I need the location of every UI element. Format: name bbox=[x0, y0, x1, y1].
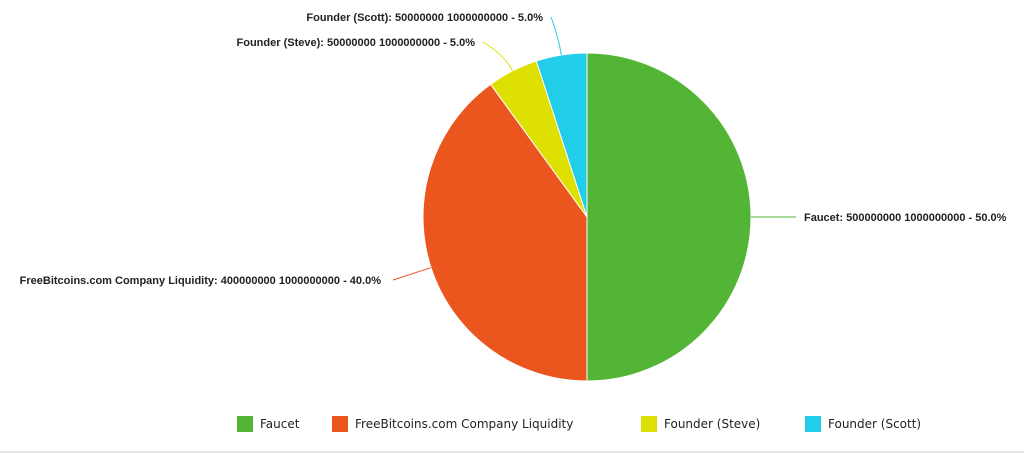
pie-slice-freebitcoins-com-company-liquidity[interactable] bbox=[422, 83, 588, 382]
legend-label-founder-steve: Founder (Steve) bbox=[664, 417, 760, 431]
pie-slice-founder-scott[interactable] bbox=[535, 52, 588, 218]
legend-label-faucet: Faucet bbox=[260, 417, 300, 431]
legend-swatch-freebitcoins-com-company-liquidity bbox=[332, 416, 348, 432]
legend-item-founder-steve[interactable]: Founder (Steve) bbox=[641, 416, 760, 432]
legend: Faucet FreeBitcoins.com Company Liquidity… bbox=[237, 416, 921, 432]
bottom-divider bbox=[0, 451, 1024, 453]
pie-slice-faucet[interactable] bbox=[586, 52, 752, 382]
data-label-faucet: Faucet: 500000000 1000000000 - 50.0% bbox=[804, 212, 1007, 224]
legend-swatch-founder-scott bbox=[805, 416, 821, 432]
legend-item-founder-scott[interactable]: Founder (Scott) bbox=[805, 416, 921, 432]
data-label-founder-steve: Founder (Steve): 50000000 1000000000 - 5… bbox=[237, 37, 476, 49]
connector-founder-steve bbox=[482, 41, 513, 72]
legend-label-freebitcoins-com-company-liquidity: FreeBitcoins.com Company Liquidity bbox=[355, 417, 573, 431]
data-label-founder-scott: Founder (Scott): 50000000 1000000000 - 5… bbox=[306, 12, 543, 24]
legend-swatch-faucet bbox=[237, 416, 253, 432]
data-label-freebitcoins-com-company-liquidity: FreeBitcoins.com Company Liquidity: 4000… bbox=[20, 275, 382, 287]
legend-item-faucet[interactable]: Faucet bbox=[237, 416, 300, 432]
pie-slices bbox=[422, 52, 752, 382]
legend-label-founder-scott: Founder (Scott) bbox=[828, 417, 921, 431]
pie-labels: Faucet: 500000000 1000000000 - 50.0% Free… bbox=[20, 12, 1007, 287]
legend-item-freebitcoins-com-company-liquidity[interactable]: FreeBitcoins.com Company Liquidity bbox=[332, 416, 573, 432]
legend-swatch-founder-steve bbox=[641, 416, 657, 432]
connector-founder-scott bbox=[550, 16, 562, 56]
connector-freebitcoins-com-company-liquidity bbox=[392, 267, 432, 281]
